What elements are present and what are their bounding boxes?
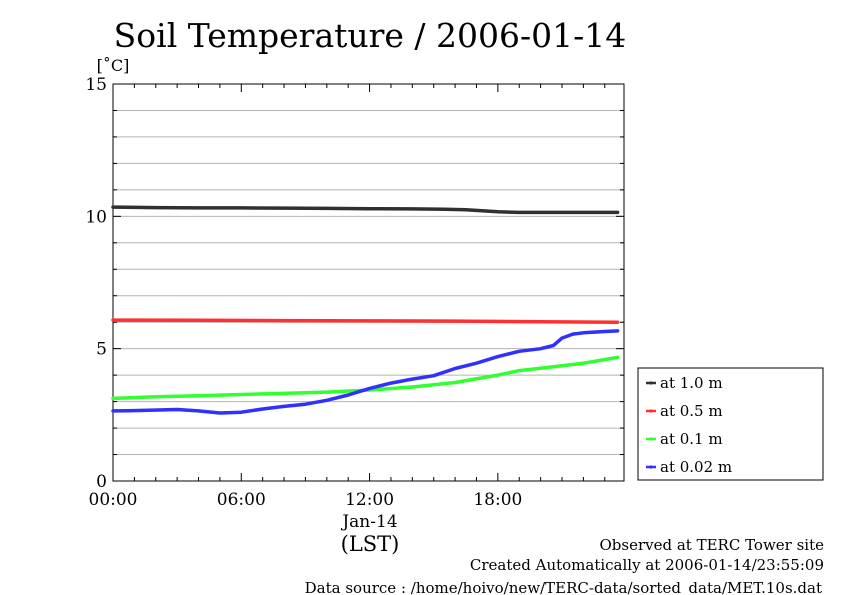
x-tick-label: 12:00	[345, 490, 394, 510]
legend-marker	[649, 465, 653, 469]
y-tick-label: 0	[96, 472, 107, 492]
x-tick-label: 06:00	[217, 490, 266, 510]
legend-label: at 0.1 m	[660, 430, 723, 448]
legend-marker	[649, 437, 653, 441]
y-tick-label: 5	[96, 340, 107, 360]
y-tick-label: 10	[85, 207, 107, 227]
chart-title: Soil Temperature / 2006-01-14	[114, 16, 627, 55]
series-line-at-0-02-m	[111, 329, 620, 415]
legend-label: at 0.02 m	[660, 458, 732, 476]
legend: at 1.0 m at 0.5 m at 0.1 m at 0.02 m	[637, 367, 824, 481]
footer-source: Data source : /home/hoivo/new/TERC-data/…	[305, 579, 822, 595]
grid-lines	[113, 109, 624, 456]
legend-label: at 1.0 m	[660, 374, 723, 392]
series-lines	[111, 205, 620, 415]
y-tick-label: 15	[85, 75, 107, 95]
series-line-at-0-1-m	[111, 355, 620, 401]
x-tick-label: 18:00	[473, 490, 522, 510]
footer-created: Created Automatically at 2006-01-14/23:5…	[470, 556, 824, 574]
legend-marker	[649, 381, 653, 385]
axis-ticks: 0 5 10 15 00:00 06:00 12:00 18:00	[85, 75, 624, 510]
x-axis-label: (LST)	[341, 532, 400, 556]
x-date-label: Jan-14	[340, 512, 397, 532]
legend-box	[637, 367, 824, 481]
series-line-at-1-0-m	[111, 205, 620, 215]
footer-observed: Observed at TERC Tower site	[599, 536, 824, 554]
legend-label: at 0.5 m	[660, 402, 723, 420]
legend-marker	[649, 409, 653, 413]
y-axis-unit: [˚C]	[97, 56, 130, 75]
plot-frame	[112, 83, 625, 482]
x-tick-label: 00:00	[89, 490, 138, 510]
series-line-at-0-5-m	[111, 318, 620, 324]
